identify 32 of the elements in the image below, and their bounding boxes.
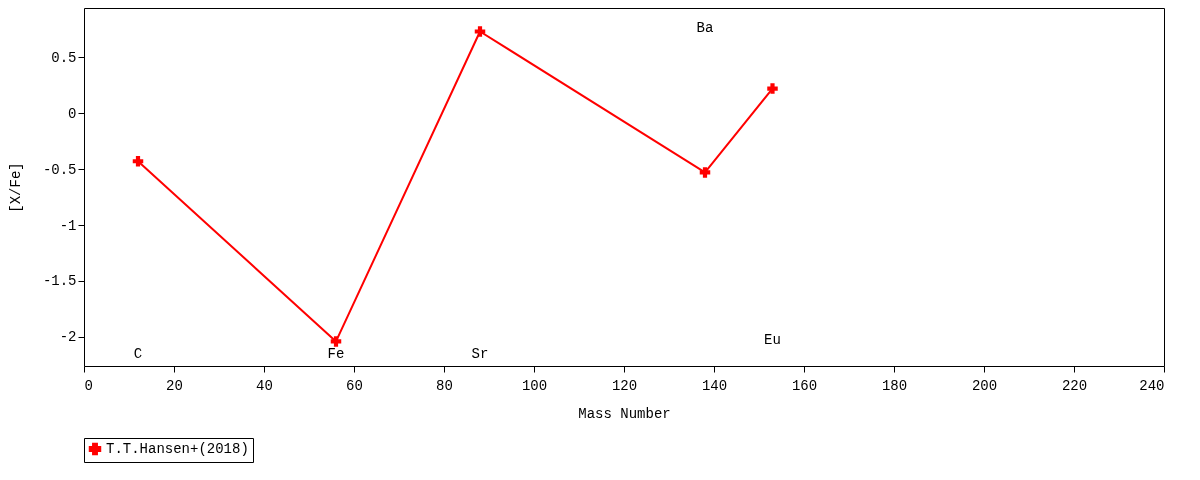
- x-tick-label: 20: [166, 377, 183, 394]
- y-tick-label: -1.5: [42, 273, 77, 290]
- point: [767, 83, 778, 94]
- annotation: Ba: [696, 20, 714, 36]
- x-tick-label: 100: [521, 377, 548, 394]
- y-tick-label: -0.5: [42, 161, 77, 178]
- x-tick-label: 220: [1061, 377, 1088, 394]
- x-tick-label: 160: [791, 377, 818, 394]
- y-tick-label: -1: [59, 217, 77, 234]
- x-tick-label: 80: [436, 377, 453, 394]
- x-tick-label: 240: [1139, 377, 1165, 394]
- x-tick-label: 140: [701, 377, 728, 394]
- y-tick-label: -2: [59, 329, 77, 346]
- x-axis-title: Mass Number: [578, 405, 671, 422]
- point: [474, 26, 486, 37]
- x-tick-label: 60: [346, 377, 363, 394]
- y-axis-title: [X/Fe]: [7, 162, 24, 213]
- annotation: Fe: [327, 346, 345, 362]
- x-tick-label: 40: [256, 377, 273, 394]
- point: [330, 336, 342, 347]
- legend-label: T.T.Hansen+(2018): [106, 441, 249, 457]
- point: [699, 167, 711, 178]
- x-tick-label: 0: [84, 377, 93, 394]
- point: [132, 156, 144, 167]
- x-tick-label: 120: [611, 377, 638, 394]
- annotation: C: [133, 346, 143, 362]
- annotation: Eu: [764, 332, 781, 348]
- y-tick-label: 0: [68, 105, 77, 122]
- x-tick-label: 200: [971, 377, 998, 394]
- x-tick-label: 180: [881, 377, 908, 394]
- annotation: Sr: [471, 346, 489, 362]
- y-tick-label: 0.5: [51, 49, 77, 66]
